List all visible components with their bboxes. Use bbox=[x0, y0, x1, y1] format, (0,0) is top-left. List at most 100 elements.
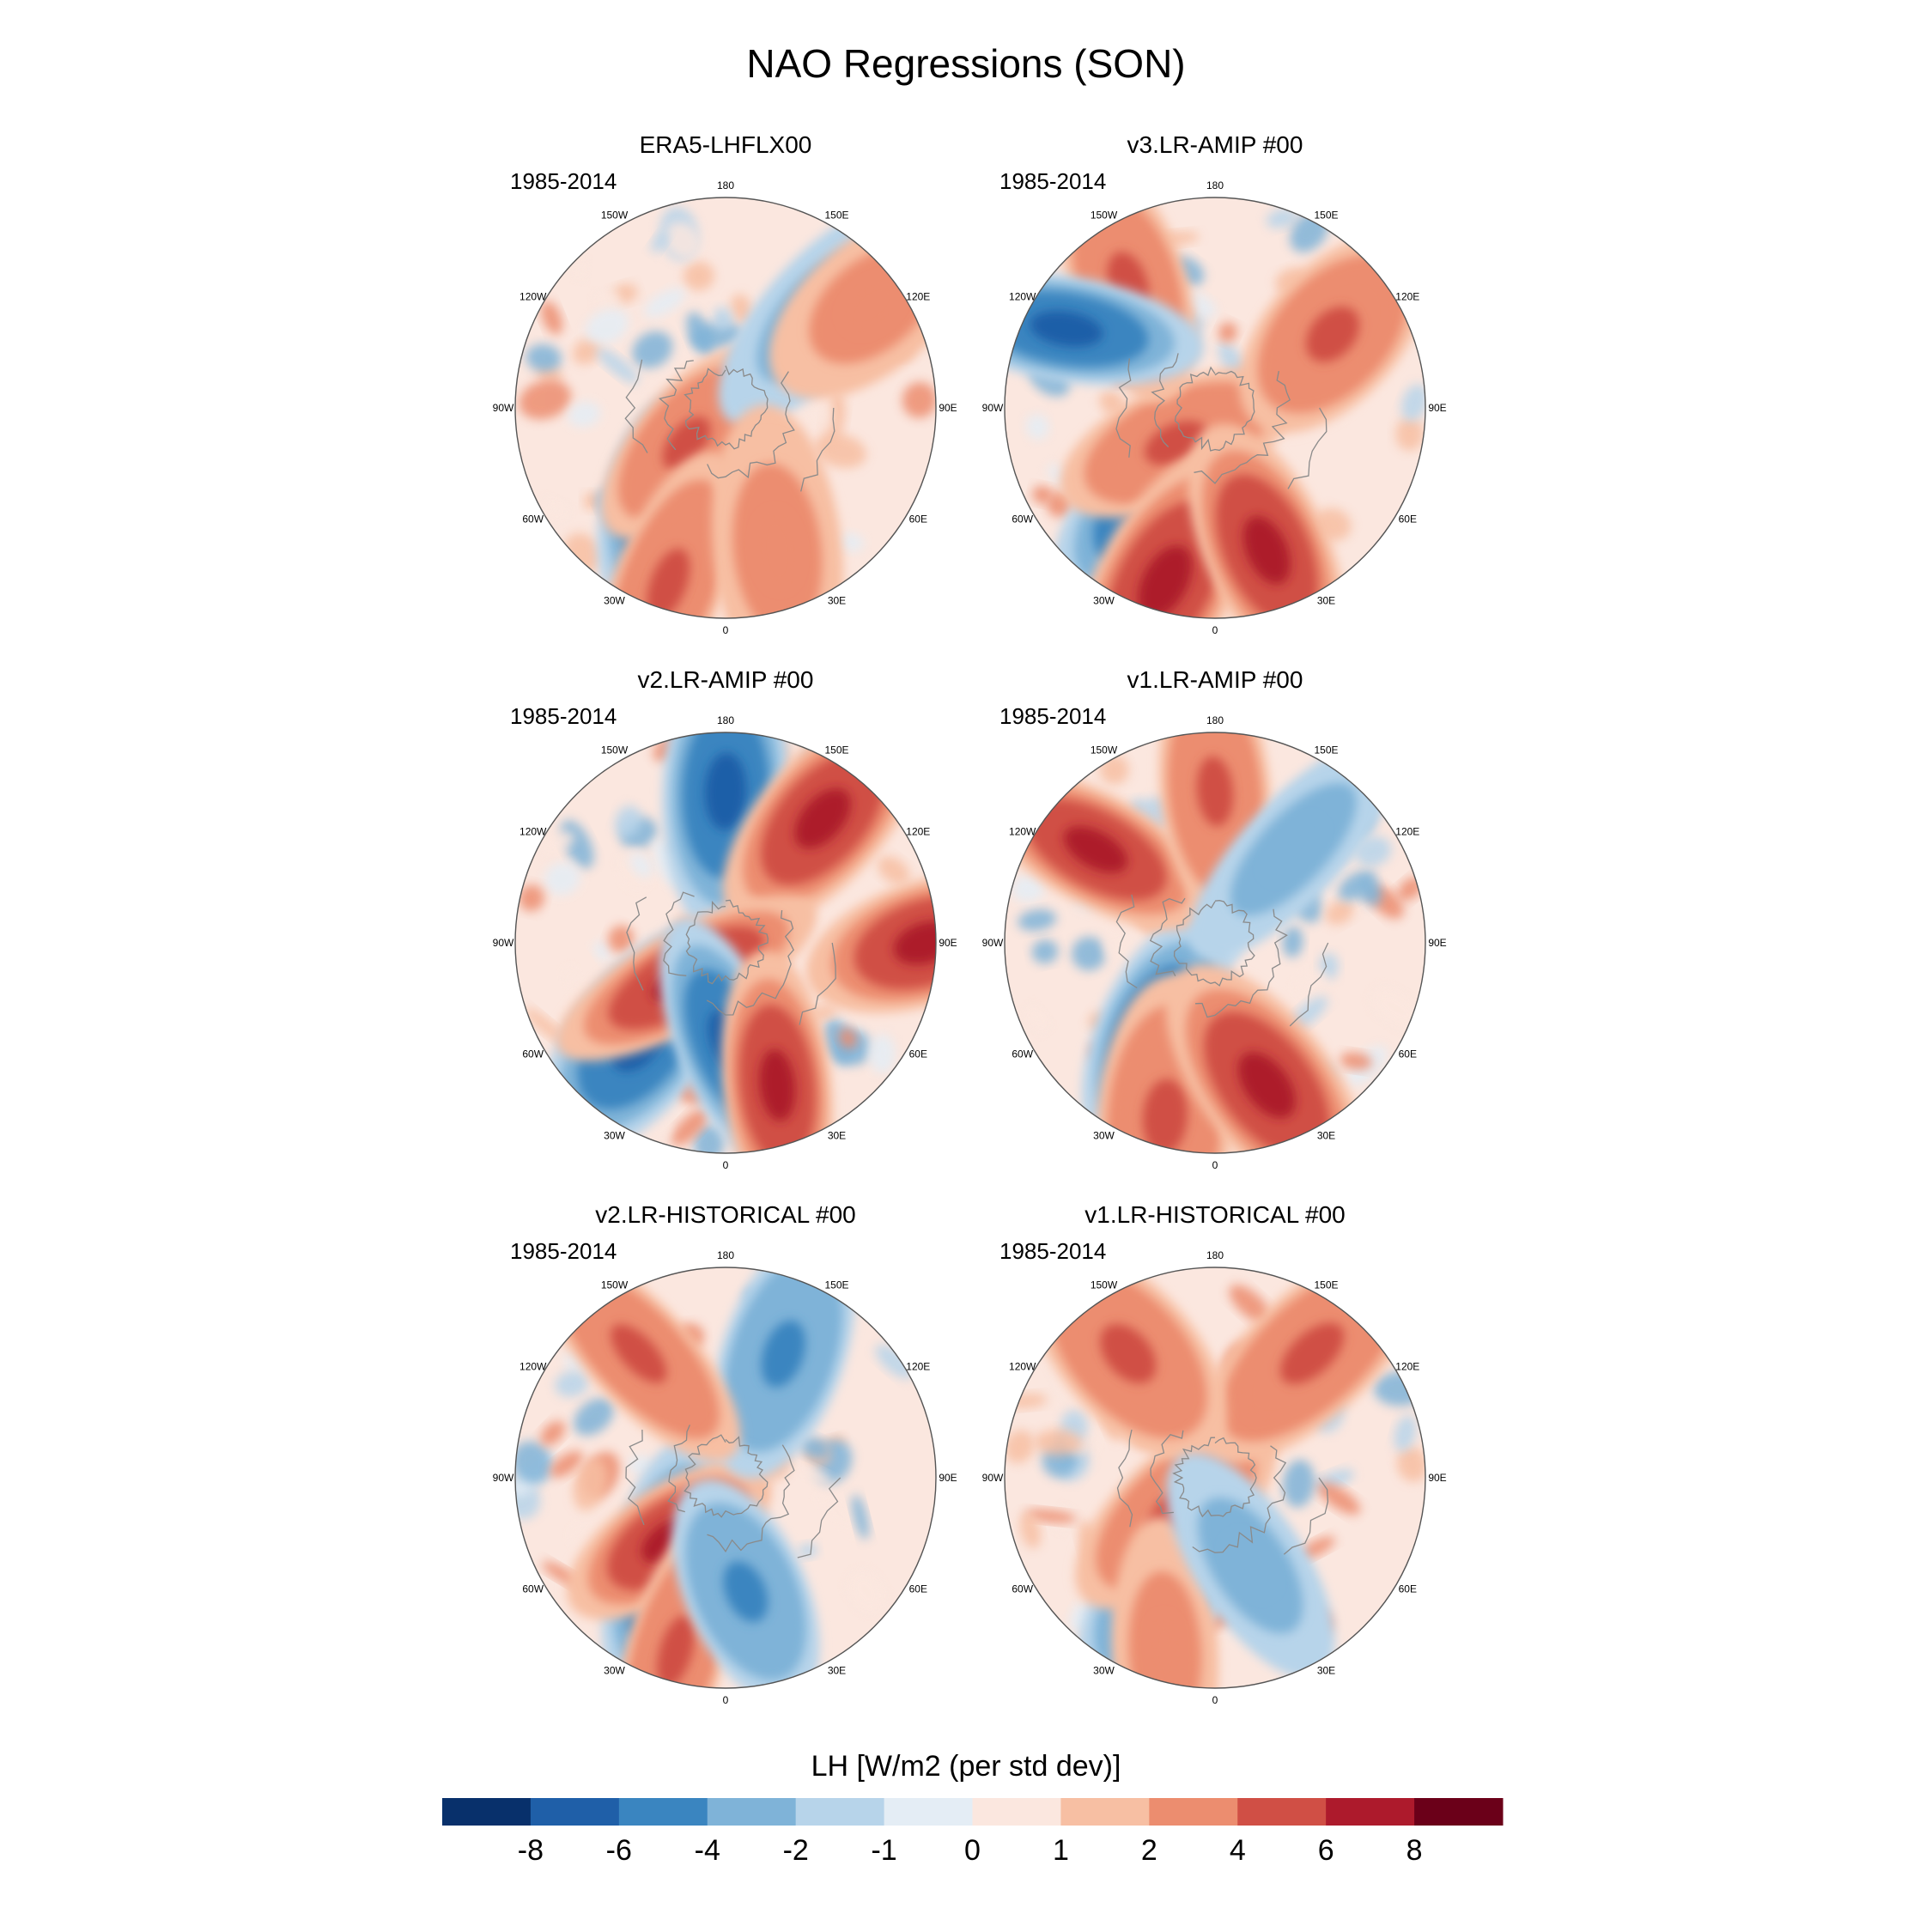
longitude-label: 0 bbox=[723, 1694, 729, 1706]
field-patch bbox=[1034, 1429, 1083, 1456]
colorbar-swatch bbox=[707, 1798, 797, 1826]
longitude-label: 150W bbox=[601, 210, 629, 222]
coastlines bbox=[1116, 1429, 1329, 1555]
colorbar-tick-label: -8 bbox=[518, 1834, 544, 1867]
coastline bbox=[1151, 353, 1179, 447]
field-patch bbox=[1032, 485, 1054, 504]
coastline bbox=[1115, 358, 1132, 458]
map-field bbox=[1005, 732, 1425, 1153]
colorbar-swatch bbox=[795, 1798, 885, 1826]
field-patch bbox=[1098, 390, 1125, 415]
map-field bbox=[1005, 197, 1425, 618]
map-field bbox=[515, 732, 936, 1153]
longitude-label: 30E bbox=[1317, 1129, 1335, 1141]
field-patch bbox=[540, 301, 563, 335]
field-patch bbox=[541, 499, 569, 521]
map-border bbox=[514, 732, 937, 1154]
field-patch bbox=[629, 853, 653, 878]
coastline bbox=[1149, 897, 1186, 976]
longitude-label: 0 bbox=[1212, 624, 1218, 636]
longitude-label: 120E bbox=[906, 1361, 930, 1373]
panel-title: v1.LR-HISTORICAL #00 bbox=[1084, 1201, 1345, 1228]
longitude-label: 90E bbox=[939, 1472, 957, 1484]
field-patch bbox=[1354, 835, 1392, 867]
panel-6: v1.LR-HISTORICAL #00 1985-2014 180 150E 120E… bbox=[982, 1201, 1447, 1706]
longitude-label: 120E bbox=[906, 291, 930, 303]
coastline bbox=[1194, 370, 1291, 484]
field-patch bbox=[820, 1494, 859, 1534]
panel-period: 1985-2014 bbox=[999, 703, 1106, 729]
colorbar-tick-label: 0 bbox=[964, 1834, 981, 1867]
panel-5: v2.LR-HISTORICAL #00 1985-2014 180 150E 120E… bbox=[493, 1201, 957, 1706]
coastlines bbox=[1115, 894, 1329, 1027]
coastline bbox=[797, 1477, 841, 1558]
longitude-label: 60W bbox=[522, 1583, 544, 1595]
field-patch bbox=[1282, 926, 1303, 958]
panel-period: 1985-2014 bbox=[999, 168, 1106, 194]
field-patch bbox=[839, 1028, 857, 1049]
field-patch bbox=[573, 1458, 608, 1511]
panel-period: 1985-2014 bbox=[510, 703, 617, 729]
anomaly-contour bbox=[657, 1615, 695, 1688]
longitude-label: 60E bbox=[909, 513, 927, 526]
longitude-label: 120W bbox=[1009, 826, 1036, 838]
field-patch bbox=[1396, 1446, 1425, 1482]
longitude-label: 120E bbox=[1395, 1361, 1419, 1373]
longitude-label: 120W bbox=[1009, 1361, 1036, 1373]
panel-1: ERA5-LHFLX00 1985-2014 180 150E 120E 90E 60E 30… bbox=[493, 131, 957, 636]
field-patch bbox=[902, 381, 936, 418]
coastline bbox=[1172, 1437, 1257, 1518]
field-patch bbox=[837, 532, 864, 552]
anomaly-contour bbox=[1242, 516, 1291, 585]
anomaly-contour bbox=[1196, 756, 1234, 827]
longitude-label: 0 bbox=[1212, 1694, 1218, 1706]
field-patch bbox=[1395, 416, 1425, 451]
panel-4: v1.LR-AMIP #00 1985-2014 180 150E 120E 90E 60E… bbox=[982, 666, 1447, 1171]
longitude-label: 30E bbox=[828, 594, 846, 606]
field-patch bbox=[875, 1344, 914, 1379]
field-patch bbox=[878, 855, 910, 885]
anomaly-contour bbox=[893, 920, 936, 965]
longitude-label: 150E bbox=[824, 1279, 848, 1291]
field-patch bbox=[1019, 1512, 1042, 1549]
field-patch bbox=[583, 492, 601, 510]
longitude-label: 30W bbox=[1093, 1129, 1115, 1141]
anomaly-contour bbox=[1237, 1052, 1296, 1119]
panel-title: v2.LR-AMIP #00 bbox=[638, 666, 814, 693]
longitude-label: 120W bbox=[519, 826, 547, 838]
longitude-label: 180 bbox=[1206, 179, 1224, 191]
field-patch bbox=[683, 261, 715, 291]
field-patch bbox=[574, 1398, 614, 1436]
coastline bbox=[1289, 942, 1329, 1027]
field-patch bbox=[665, 222, 701, 259]
colorbar-tick-label: 2 bbox=[1141, 1834, 1157, 1867]
colorbar-swatch bbox=[884, 1798, 973, 1826]
anomaly-contour bbox=[1280, 1322, 1345, 1384]
coastline bbox=[1173, 900, 1255, 987]
field-patch bbox=[1018, 909, 1057, 932]
longitude-label: 30E bbox=[828, 1129, 846, 1141]
coastlines bbox=[624, 359, 835, 492]
field-patch bbox=[595, 291, 622, 312]
longitude-label: 90E bbox=[939, 937, 957, 949]
map-border bbox=[1004, 197, 1426, 619]
longitude-label: 90E bbox=[939, 402, 957, 414]
colorbar-tick-label: 1 bbox=[1053, 1834, 1069, 1867]
coastline bbox=[1150, 1430, 1184, 1515]
map-field bbox=[1005, 1267, 1425, 1688]
longitude-label: 90W bbox=[493, 402, 514, 414]
longitude-label: 150E bbox=[1314, 1279, 1338, 1291]
anomaly-contour bbox=[1063, 826, 1128, 873]
colorbar-swatch bbox=[1060, 1798, 1150, 1826]
field-patch bbox=[550, 1450, 584, 1478]
map-border bbox=[514, 1267, 937, 1689]
longitude-label: 60W bbox=[522, 1048, 544, 1060]
coastline bbox=[1283, 1477, 1329, 1555]
anomaly-contour bbox=[647, 548, 690, 618]
longitude-label: 120W bbox=[519, 1361, 547, 1373]
field-patch bbox=[526, 343, 562, 372]
colorbar-tick-label: -1 bbox=[871, 1834, 896, 1867]
field-patch bbox=[813, 433, 867, 469]
longitude-label: 90W bbox=[493, 1472, 514, 1484]
anomaly-contour bbox=[756, 511, 799, 589]
